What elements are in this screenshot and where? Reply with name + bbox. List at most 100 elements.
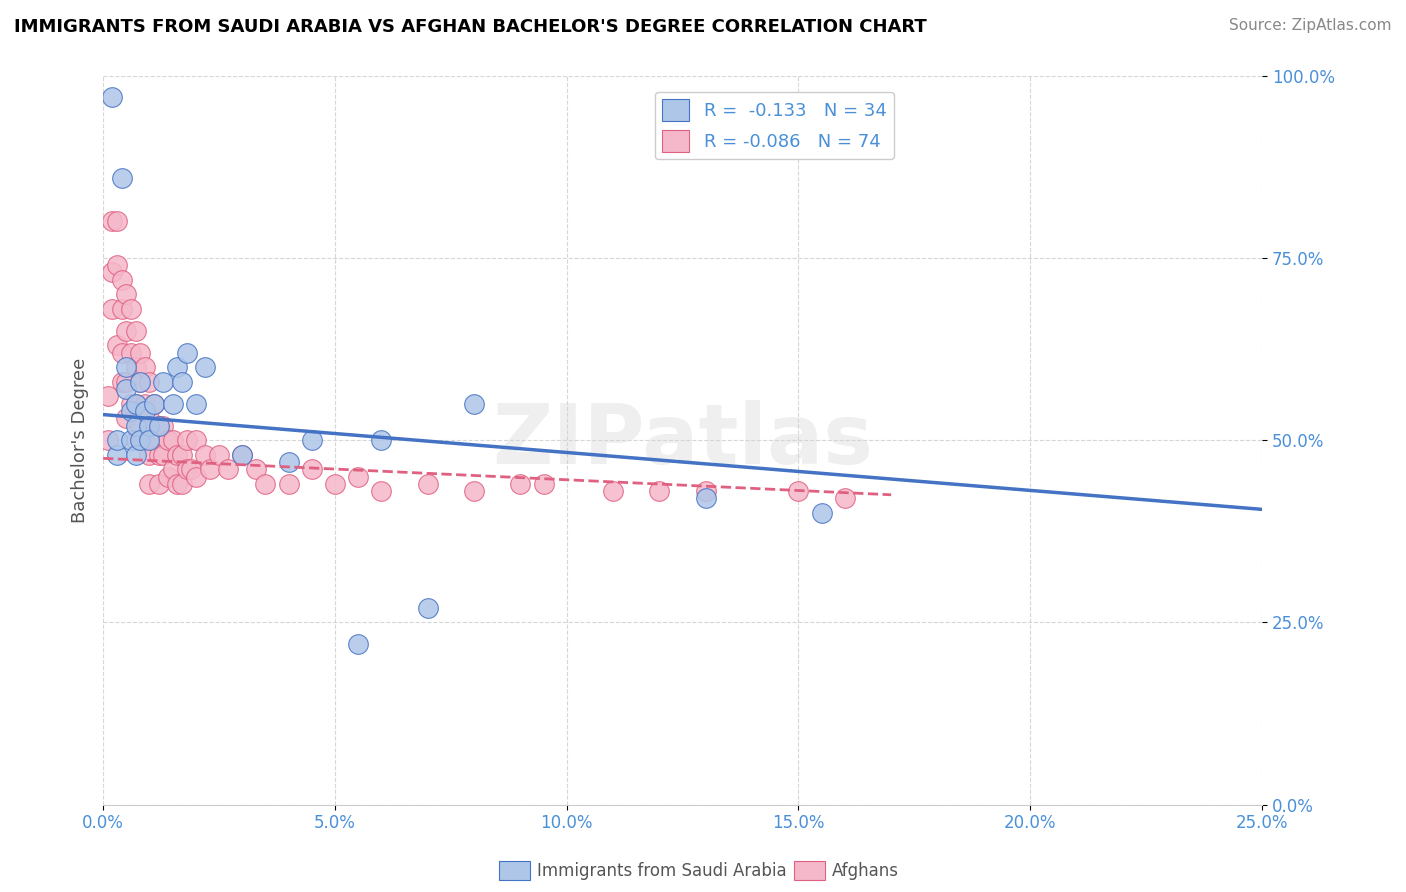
- Point: [97, 433, 120, 447]
- Point: [120, 345, 142, 359]
- Point: [370, 433, 392, 447]
- Point: [170, 476, 193, 491]
- Point: [231, 448, 253, 462]
- Point: [101, 214, 124, 228]
- Point: [148, 476, 170, 491]
- Point: [115, 360, 138, 375]
- Point: [347, 637, 370, 651]
- Point: [198, 462, 221, 476]
- Point: [787, 484, 810, 499]
- Point: [105, 448, 128, 462]
- Point: [129, 433, 152, 447]
- Y-axis label: Bachelor's Degree: Bachelor's Degree: [72, 358, 89, 523]
- Point: [194, 448, 217, 462]
- Point: [97, 389, 120, 403]
- Point: [208, 448, 231, 462]
- Point: [129, 375, 152, 389]
- Text: Afghans: Afghans: [832, 863, 900, 880]
- Point: [120, 404, 142, 418]
- Point: [105, 214, 128, 228]
- Point: [166, 448, 188, 462]
- Point: [134, 433, 156, 447]
- Point: [162, 433, 184, 447]
- Point: [152, 418, 174, 433]
- Point: [695, 491, 717, 506]
- Point: [134, 360, 156, 375]
- Point: [148, 418, 170, 433]
- Point: [143, 397, 166, 411]
- Point: [105, 433, 128, 447]
- Point: [301, 433, 323, 447]
- Point: [138, 418, 160, 433]
- Point: [810, 506, 832, 520]
- Point: [277, 476, 299, 491]
- Point: [124, 397, 146, 411]
- Point: [143, 397, 166, 411]
- Point: [152, 448, 174, 462]
- Point: [124, 324, 146, 338]
- Point: [101, 90, 124, 104]
- Point: [323, 476, 346, 491]
- Point: [111, 345, 134, 359]
- Point: [162, 462, 184, 476]
- Point: [217, 462, 239, 476]
- Point: [120, 397, 142, 411]
- Point: [184, 397, 207, 411]
- Point: [115, 382, 138, 396]
- Point: [129, 345, 152, 359]
- Point: [101, 265, 124, 279]
- Point: [277, 455, 299, 469]
- Point: [184, 469, 207, 483]
- Point: [129, 418, 152, 433]
- Point: [254, 476, 277, 491]
- Point: [111, 375, 134, 389]
- Point: [194, 360, 217, 375]
- Point: [138, 433, 160, 447]
- Point: [148, 418, 170, 433]
- Point: [120, 433, 142, 447]
- Point: [170, 448, 193, 462]
- Point: [416, 600, 439, 615]
- Point: [533, 476, 555, 491]
- Point: [134, 404, 156, 418]
- Point: [176, 462, 198, 476]
- Text: Immigrants from Saudi Arabia: Immigrants from Saudi Arabia: [537, 863, 787, 880]
- Point: [695, 484, 717, 499]
- Text: Source: ZipAtlas.com: Source: ZipAtlas.com: [1229, 18, 1392, 33]
- Point: [111, 273, 134, 287]
- Point: [184, 433, 207, 447]
- Point: [157, 469, 180, 483]
- Point: [162, 397, 184, 411]
- Point: [111, 170, 134, 185]
- Point: [157, 433, 180, 447]
- Point: [152, 375, 174, 389]
- Point: [101, 301, 124, 316]
- Point: [129, 375, 152, 389]
- Point: [120, 301, 142, 316]
- Point: [463, 397, 485, 411]
- Point: [115, 324, 138, 338]
- Point: [176, 345, 198, 359]
- Point: [148, 448, 170, 462]
- Point: [301, 462, 323, 476]
- Point: [138, 375, 160, 389]
- Text: IMMIGRANTS FROM SAUDI ARABIA VS AFGHAN BACHELOR'S DEGREE CORRELATION CHART: IMMIGRANTS FROM SAUDI ARABIA VS AFGHAN B…: [14, 18, 927, 36]
- Point: [370, 484, 392, 499]
- Text: ZIPatlas: ZIPatlas: [492, 400, 873, 481]
- Point: [124, 397, 146, 411]
- Point: [138, 448, 160, 462]
- Point: [115, 287, 138, 301]
- Point: [166, 360, 188, 375]
- Point: [105, 258, 128, 272]
- Point: [111, 301, 134, 316]
- Point: [138, 411, 160, 425]
- Point: [134, 397, 156, 411]
- Point: [180, 462, 202, 476]
- Point: [115, 411, 138, 425]
- Point: [170, 375, 193, 389]
- Point: [124, 418, 146, 433]
- Point: [648, 484, 671, 499]
- Point: [176, 433, 198, 447]
- Point: [602, 484, 624, 499]
- Point: [143, 433, 166, 447]
